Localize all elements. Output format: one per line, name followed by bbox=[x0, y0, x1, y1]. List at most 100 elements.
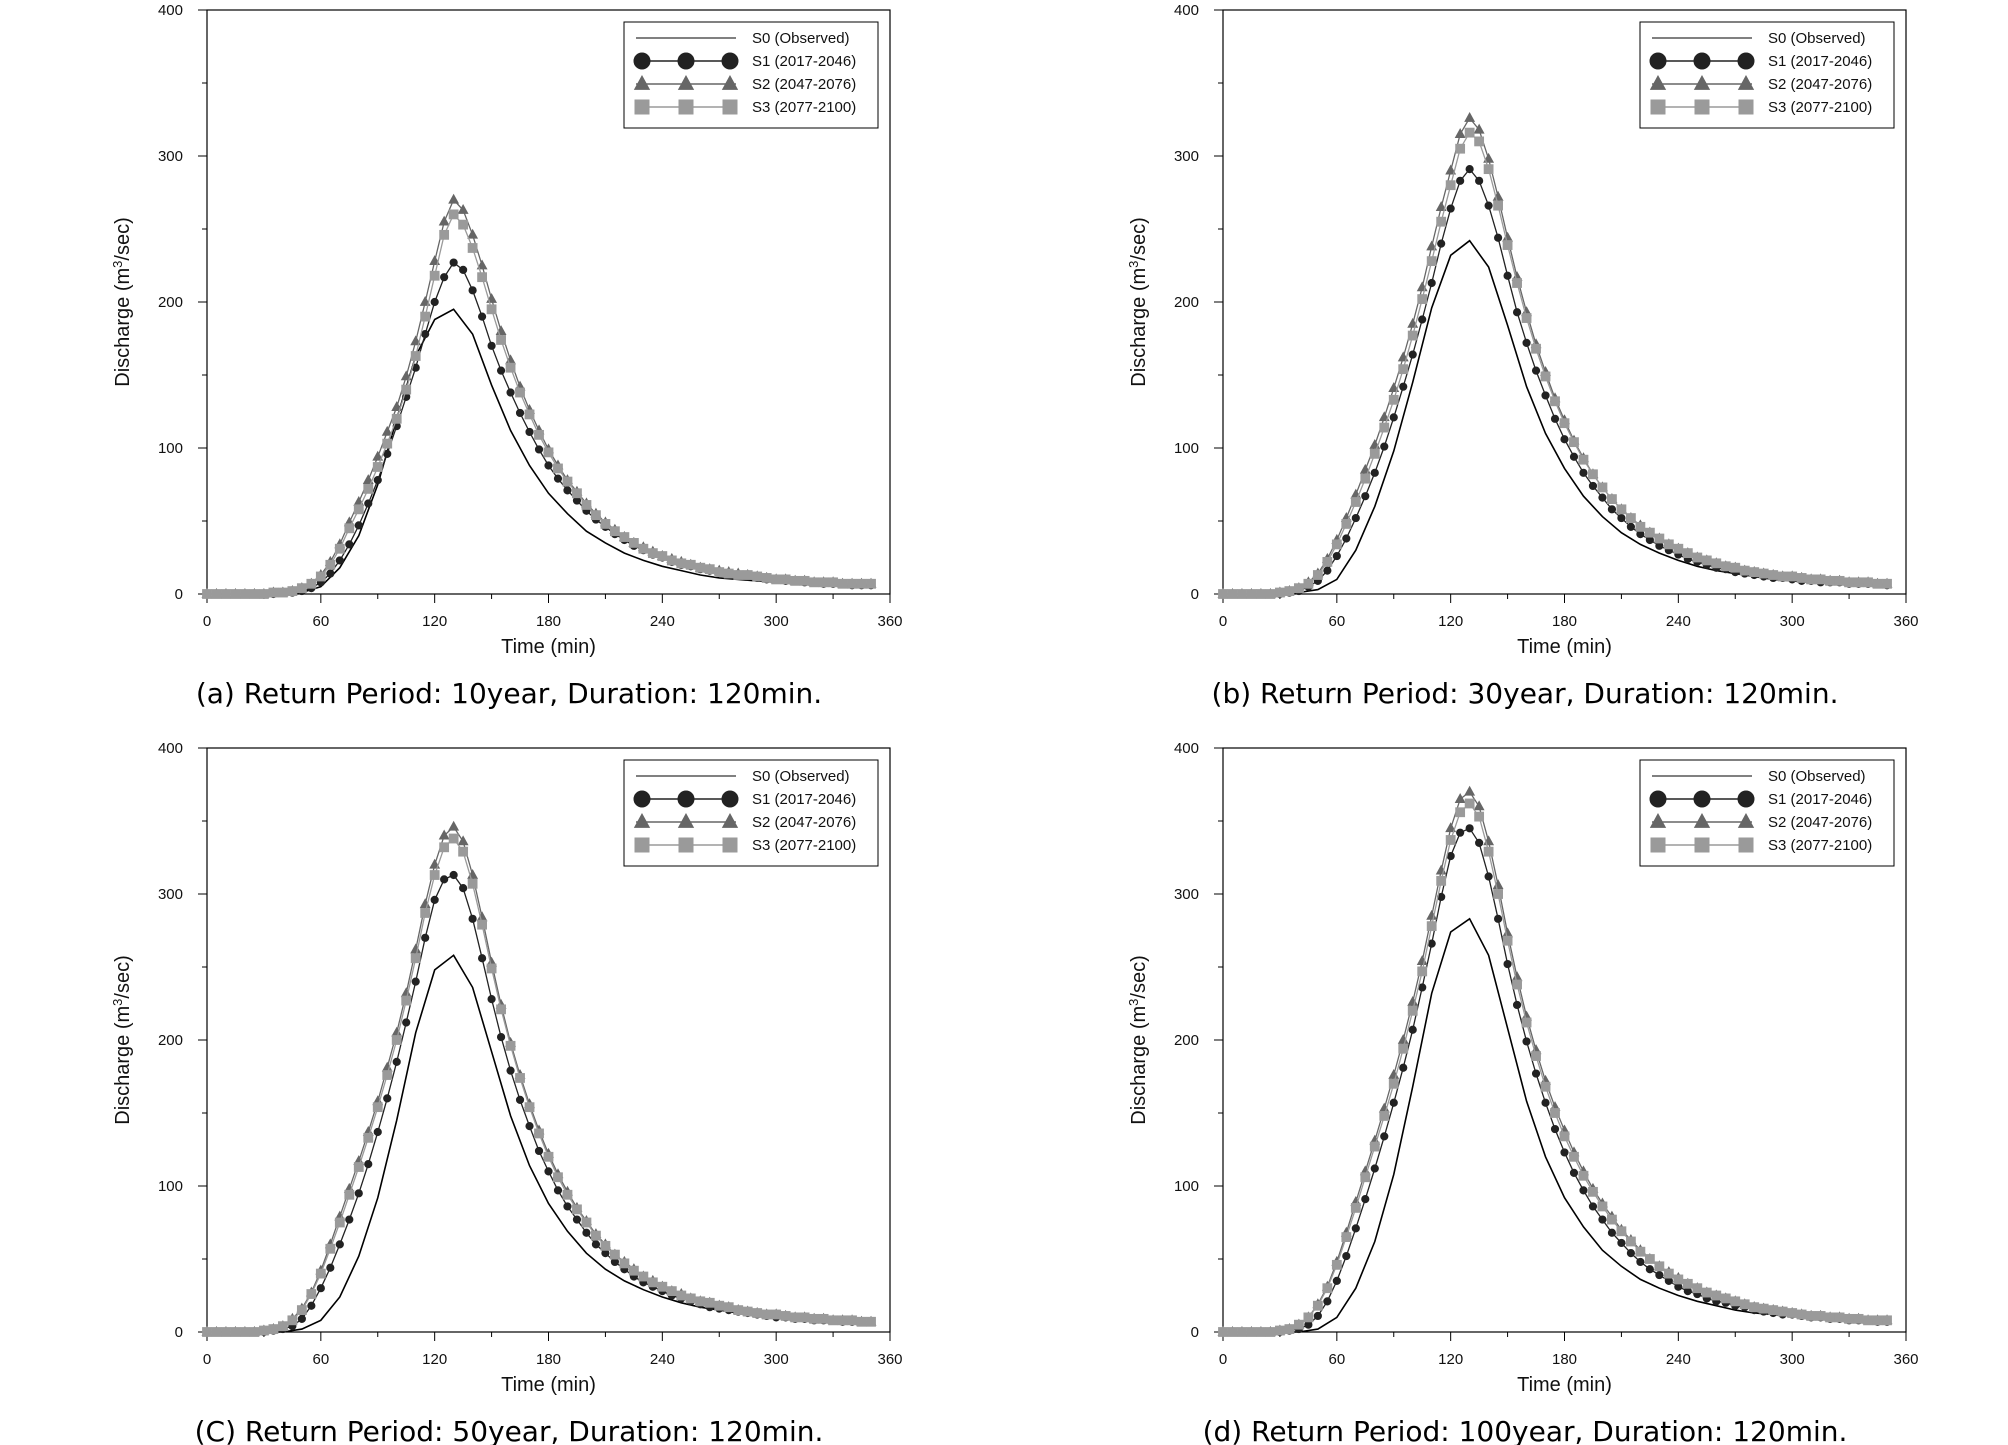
data-point bbox=[1350, 1203, 1361, 1213]
data-point bbox=[326, 569, 335, 578]
data-point bbox=[1541, 1098, 1550, 1107]
data-point bbox=[761, 1309, 772, 1320]
data-point bbox=[402, 1018, 411, 1027]
data-point bbox=[297, 1314, 306, 1323]
chart-panel-3: 0 60 120 180 240 300 360 0 100 200 300 400 Time (min… bbox=[110, 740, 903, 1445]
data-point bbox=[1815, 574, 1826, 585]
data-point bbox=[1388, 382, 1400, 392]
data-point bbox=[572, 1215, 582, 1224]
data-point bbox=[647, 1277, 658, 1288]
data-point bbox=[1312, 1300, 1323, 1311]
data-point bbox=[685, 559, 696, 570]
data-point bbox=[287, 586, 298, 596]
data-point bbox=[742, 1306, 753, 1317]
y-tick-label: 300 bbox=[1174, 148, 1199, 165]
legend-label: S1 (2017-2046) bbox=[1768, 53, 1872, 70]
data-point bbox=[1768, 570, 1779, 580]
data-point bbox=[582, 1228, 591, 1237]
y-axis-label: Discharge (m3/sec) bbox=[1126, 217, 1151, 387]
data-point bbox=[430, 297, 439, 307]
data-point bbox=[391, 413, 402, 424]
series-s2 bbox=[1217, 111, 1893, 598]
data-point bbox=[1312, 570, 1323, 580]
x-axis-label: Time (min) bbox=[501, 636, 596, 658]
series-line bbox=[207, 874, 871, 1333]
data-point bbox=[401, 995, 412, 1006]
data-point bbox=[438, 215, 450, 226]
data-point bbox=[373, 1127, 382, 1137]
legend: S0 (Observed) S1 (2017-2046) S2 (2047-2076… bbox=[1639, 21, 1895, 129]
data-point bbox=[1464, 785, 1476, 796]
data-point bbox=[249, 1327, 260, 1337]
legend-marker bbox=[1650, 99, 1666, 115]
data-point bbox=[666, 1286, 677, 1297]
legend-marker bbox=[1693, 52, 1711, 70]
data-point bbox=[1265, 589, 1276, 599]
data-point bbox=[657, 551, 668, 561]
data-point bbox=[221, 1327, 231, 1337]
y-tick-label: 400 bbox=[158, 740, 183, 757]
data-point bbox=[534, 429, 544, 440]
data-point bbox=[287, 1315, 298, 1326]
data-point bbox=[704, 1297, 715, 1308]
data-point bbox=[1426, 256, 1437, 267]
data-point bbox=[1522, 338, 1531, 347]
series-line bbox=[207, 954, 871, 1333]
y-tick-label: 400 bbox=[1174, 2, 1199, 19]
data-point bbox=[1399, 382, 1408, 391]
legend-label: S2 (2047-2076) bbox=[752, 76, 856, 93]
data-point bbox=[1644, 1254, 1655, 1264]
data-point bbox=[306, 578, 317, 589]
data-point bbox=[1456, 176, 1465, 185]
data-point bbox=[1426, 240, 1438, 251]
data-point bbox=[1522, 1037, 1531, 1046]
x-tick-label: 240 bbox=[650, 613, 675, 630]
data-point bbox=[856, 578, 867, 589]
data-point bbox=[1777, 1306, 1788, 1317]
series-s3 bbox=[1218, 127, 1892, 599]
data-point bbox=[1473, 800, 1485, 811]
legend-item: S0 (Observed) bbox=[636, 768, 850, 785]
data-point bbox=[362, 474, 374, 484]
x-tick-label: 360 bbox=[1893, 1351, 1918, 1368]
data-point bbox=[420, 311, 431, 322]
series-line bbox=[1223, 790, 1887, 1333]
data-point bbox=[1380, 1132, 1389, 1141]
data-point bbox=[1512, 979, 1522, 990]
data-point bbox=[1483, 152, 1495, 163]
x-tick-label: 60 bbox=[1328, 1351, 1345, 1368]
legend-marker bbox=[633, 52, 651, 70]
data-point bbox=[486, 304, 497, 315]
x-tick-label: 300 bbox=[764, 613, 789, 630]
legend-marker bbox=[721, 52, 739, 70]
data-point bbox=[506, 388, 515, 397]
data-point bbox=[534, 445, 544, 454]
series-s2 bbox=[201, 820, 877, 1336]
data-point bbox=[1275, 587, 1285, 598]
data-point bbox=[391, 1035, 402, 1045]
data-point bbox=[353, 1162, 364, 1172]
data-point bbox=[1341, 1232, 1352, 1242]
data-point bbox=[1607, 494, 1617, 505]
data-point bbox=[1293, 1319, 1304, 1330]
data-point bbox=[1559, 418, 1570, 429]
data-point bbox=[354, 1189, 363, 1198]
data-point bbox=[486, 963, 497, 974]
data-point bbox=[487, 341, 496, 350]
data-point bbox=[1711, 1290, 1722, 1301]
data-point bbox=[296, 583, 307, 594]
data-point bbox=[1636, 1257, 1645, 1267]
data-point bbox=[468, 286, 477, 295]
legend-label: S0 (Observed) bbox=[752, 768, 850, 785]
legend-marker bbox=[678, 99, 694, 115]
data-point bbox=[448, 193, 460, 204]
legend-marker bbox=[633, 74, 651, 90]
data-point bbox=[553, 463, 563, 474]
data-point bbox=[429, 270, 440, 281]
data-point bbox=[1777, 571, 1788, 582]
data-point bbox=[1540, 371, 1551, 382]
data-point bbox=[799, 575, 810, 586]
data-point bbox=[344, 523, 355, 534]
x-tick-label: 60 bbox=[312, 613, 329, 630]
